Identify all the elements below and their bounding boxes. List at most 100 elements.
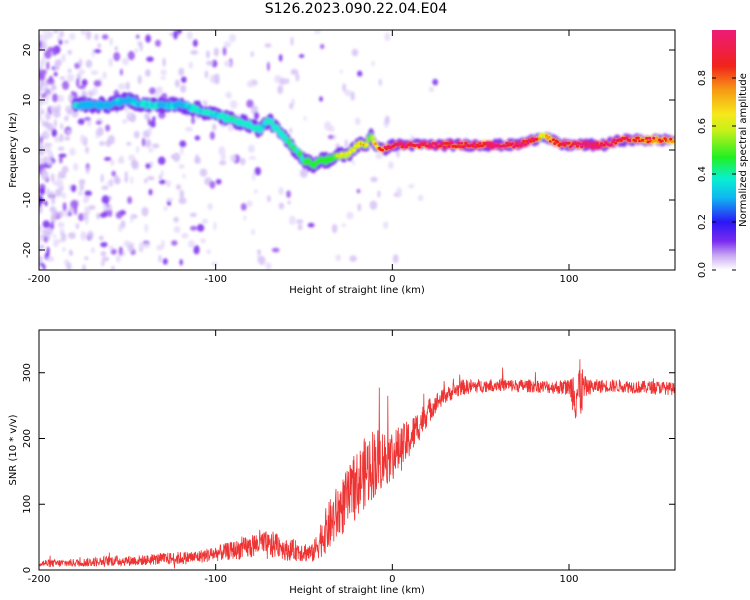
spectrogram-noise-blob (227, 123, 234, 132)
spectrogram-ridge-core (526, 141, 530, 145)
spectrogram-noise-blob (75, 223, 80, 230)
spectrogram-noise-blob (350, 91, 355, 101)
spectrogram-y-tick-label: -10 (22, 192, 33, 208)
spectrogram-noise-blob (384, 115, 390, 125)
spectrogram-x-tick-label: 100 (559, 274, 578, 285)
spectrogram-noise-blob (61, 53, 66, 63)
spectrogram-noise-blob (146, 56, 154, 62)
spectrogram-noise-blob (148, 188, 153, 196)
spectrogram-noise-blob (106, 180, 111, 187)
spectrogram-noise-blob (58, 210, 64, 218)
spectrogram-noise-blob (50, 173, 55, 182)
spectrogram-noise-blob (145, 139, 152, 148)
colorbar-ticks: 0.0 0.2 0.4 0.6 0.8 (697, 70, 736, 278)
spectrogram-noise-blob (128, 112, 132, 118)
spectrogram-ridge-core (519, 144, 523, 147)
spectrogram-noise-blob (64, 136, 71, 141)
spectrogram-noise-blob (148, 148, 154, 153)
spectrogram-noise-blob (211, 261, 218, 266)
spectrogram-ridge-core (588, 142, 592, 146)
spectrogram-noise-blob (185, 126, 193, 132)
spectrogram-noise-blob (146, 176, 155, 181)
spectrogram-noise-blob (45, 130, 50, 137)
spectrogram-noise-blob (128, 154, 136, 161)
spectrogram-noise-blob (396, 149, 400, 158)
spectrogram-noise-blob (378, 78, 382, 87)
colorbar-tick-label: 0.2 (697, 214, 708, 230)
spectrogram-noise-blob (41, 60, 45, 69)
snr-frame (38, 329, 676, 571)
spectrogram-noise-blob (100, 241, 108, 248)
snr-y-tick-label: 200 (22, 429, 33, 448)
spectrogram-noise-blob (180, 145, 184, 156)
spectrogram-noise-blob (84, 190, 92, 197)
spectrogram-noise-blob (392, 254, 399, 264)
spectrogram-ridge-core (652, 136, 656, 140)
spectrogram-noise-blob (61, 80, 70, 90)
spectrogram-ridge-core (551, 138, 556, 142)
spectrogram-noise-blob (387, 161, 394, 170)
spectrogram-noise-blob (258, 255, 266, 266)
spectrogram-noise-blob (240, 203, 247, 211)
spectrogram-noise-blob (206, 249, 211, 255)
spectrogram-noise-blob (209, 180, 216, 189)
spectrogram-x-axis-label: Height of straight line (km) (289, 285, 425, 296)
spectrogram-noise-blob (60, 123, 64, 130)
spectrogram-noise-blob (108, 57, 113, 67)
spectrogram-noise-blob (209, 131, 215, 140)
spectrogram-noise-blob (384, 32, 391, 42)
spectrogram-noise-blob (219, 160, 227, 166)
spectrogram-noise-blob (56, 94, 65, 103)
spectrogram-noise-blob (127, 244, 135, 252)
spectrogram-noise-blob (39, 100, 42, 110)
spectrogram-noise-blob (44, 200, 48, 207)
spectrogram-noise-blob (178, 197, 187, 205)
spectrogram-ridge-core (663, 137, 667, 141)
spectrogram-noise-blob (80, 30, 87, 36)
spectrogram-noise-blob (44, 98, 49, 106)
spectrogram-noise-blob (213, 47, 220, 57)
spectrogram-noise-blob (144, 113, 151, 120)
spectrogram-noise-blob (197, 223, 205, 232)
spectrogram-noise-blob (73, 162, 79, 171)
spectrogram-noise-blob (122, 119, 128, 124)
spectrogram-noise-blob (39, 146, 44, 153)
spectrogram-noise-blob (39, 156, 44, 164)
spectrogram-noise-blob (246, 80, 254, 88)
spectrogram-noise-blob (50, 221, 55, 229)
spectrogram-noise-blob (63, 39, 69, 45)
spectrogram-ridge-core (645, 136, 649, 140)
spectrogram-noise-blob (41, 33, 50, 41)
spectrogram-ridge-core (544, 134, 548, 138)
spectrogram-noise-blob (82, 263, 86, 270)
spectrogram-noise-blob (248, 156, 257, 160)
spectrogram-noise-blob (46, 77, 55, 85)
spectrogram-noise-blob (371, 60, 375, 67)
spectrogram-ridge-core (575, 144, 580, 148)
spectrogram-noise-blob (124, 104, 129, 113)
spectrogram-noise-blob (62, 246, 66, 253)
spectrogram-noise-blob (94, 33, 99, 41)
spectrogram-y-axis-label: Frequency (Hz) (8, 112, 19, 188)
spectrogram-noise-blob (42, 264, 46, 270)
spectrogram-ridge-core (513, 144, 517, 148)
spectrogram-ridge-core (553, 142, 557, 145)
spectrogram-noise-blob (39, 82, 46, 87)
spectrogram-noise-blob (173, 225, 181, 234)
snr-panel: -200 -100 0 100 0 100 200 300 Height of straig… (8, 329, 676, 596)
spectrogram-noise-blob (39, 106, 43, 116)
spectrogram-noise-blob (352, 160, 356, 166)
spectrogram-noise-blob (46, 61, 50, 71)
spectrogram-noise-blob (134, 48, 138, 54)
spectrogram-noise-blob (199, 168, 208, 177)
snr-x-tick-label: -100 (204, 574, 227, 585)
spectrogram-noise-blob (178, 164, 185, 169)
spectrogram-noise-blob (251, 228, 256, 235)
snr-x-tick-label: 100 (559, 574, 578, 585)
spectrogram-ridge-core (450, 141, 454, 145)
spectrogram-noise-blob (332, 134, 337, 140)
spectrogram-noise-blob (104, 157, 112, 161)
spectrogram-noise-blob (108, 207, 113, 218)
spectrogram-ridge-core (547, 135, 551, 139)
spectrogram-noise-blob (286, 190, 291, 198)
